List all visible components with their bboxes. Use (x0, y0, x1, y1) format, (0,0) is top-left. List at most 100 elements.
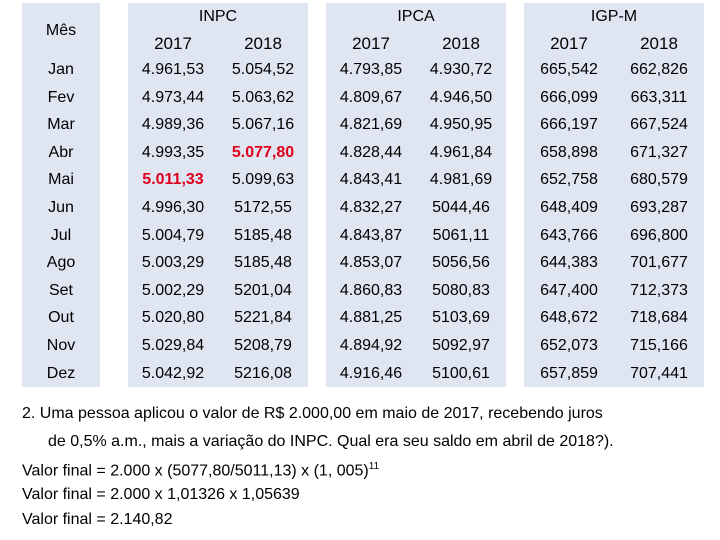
inpc-year-2018: 2018 (244, 34, 282, 53)
table-cell: 652,758 (540, 171, 598, 189)
table-cell: 4.843,87 (339, 226, 403, 244)
table-cell: 666,099 (540, 88, 598, 106)
table-cell: 4.821,69 (339, 116, 403, 134)
table-cell: 4.916,46 (339, 364, 403, 382)
table-cell: 5100,61 (432, 364, 490, 382)
month-cell: Jun (48, 199, 74, 216)
table-cell: 665,542 (540, 61, 598, 78)
table-cell: 657,859 (540, 364, 598, 382)
table-cell: 4.930,72 (429, 61, 493, 78)
problem-statement-line-2: de 0,5% a.m., mais a variação do INPC. Q… (48, 433, 614, 450)
month-cell: Out (48, 309, 74, 327)
table-cell: 652,073 (540, 337, 598, 354)
table-cell: 644,383 (540, 254, 598, 272)
ipca-year-2017: 2017 (352, 34, 390, 53)
calculation-line-1: Valor final = 2.000 x (5077,80/5011,13) … (22, 461, 379, 480)
problem-statement-line-1: 2. Uma pessoa aplicou o valor de R$ 2.00… (22, 405, 603, 422)
table-cell: 5216,08 (234, 364, 292, 382)
table-cell: 715,166 (630, 337, 688, 354)
table-cell: 671,327 (630, 143, 688, 161)
table-cell: 648,672 (540, 309, 598, 327)
table-cell: 701,677 (630, 254, 688, 272)
table-cell: 4.946,50 (429, 88, 493, 106)
table-cell: 5103,69 (432, 309, 490, 327)
table-cell: 4.993,35 (141, 143, 205, 161)
table-cell: 5.002,29 (141, 281, 205, 299)
calculation-exponent: 11 (368, 461, 380, 472)
table-cell: 4.996,30 (141, 199, 205, 216)
igpm-column-bg (524, 3, 704, 387)
table-cell: 5.077,80 (231, 143, 295, 161)
table-cell: 5092,97 (432, 337, 490, 354)
table-cell: 5.099,63 (231, 171, 295, 189)
ipca-year-2018: 2018 (442, 34, 480, 53)
inpc-year-2017: 2017 (154, 34, 192, 53)
table-cell: 5061,11 (432, 226, 490, 244)
table-cell: 4.973,44 (141, 88, 205, 106)
table-cell: 5201,04 (234, 281, 292, 299)
month-cell: Abr (48, 143, 74, 161)
table-cell: 718,684 (630, 309, 688, 327)
month-cell: Jul (50, 226, 72, 244)
table-cell: 5.067,16 (231, 116, 295, 134)
table-cell: 696,800 (630, 226, 688, 244)
table-cell: 680,579 (630, 171, 688, 189)
ipca-column-bg (326, 3, 506, 387)
inpc-column-bg (128, 3, 308, 387)
table-cell: 663,311 (630, 88, 688, 106)
table-cell: 4.809,67 (339, 88, 403, 106)
table-cell: 5185,48 (234, 254, 292, 272)
table-cell: 5.054,52 (231, 61, 295, 78)
month-cell: Jan (48, 61, 74, 78)
table-cell: 5.003,29 (141, 254, 205, 272)
table-cell: 4.950,95 (429, 116, 493, 134)
month-column-bg (22, 3, 100, 387)
table-cell: 4.981,69 (429, 171, 493, 189)
calculation-line-1-text: Valor final = 2.000 x (5077,80/5011,13) … (22, 462, 369, 480)
month-header: Mês (45, 22, 77, 39)
calculation-line-2: Valor final = 2.000 x 1,01326 x 1,05639 (22, 486, 300, 503)
table-cell: 5056,56 (432, 254, 490, 272)
table-cell: 5.004,79 (141, 226, 205, 244)
table-cell: 4.961,84 (429, 143, 493, 161)
table-cell: 5.020,80 (141, 309, 205, 327)
table-cell: 707,441 (630, 364, 688, 382)
igpm-year-2017: 2017 (550, 34, 588, 53)
table-cell: 666,197 (540, 116, 598, 134)
table-cell: 5.063,62 (231, 88, 295, 106)
table-cell: 4.860,83 (339, 281, 403, 299)
igpm-year-2018: 2018 (640, 34, 678, 53)
table-cell: 4.853,07 (339, 254, 403, 272)
month-cell: Mar (47, 116, 75, 134)
table-cell: 5208,79 (234, 337, 292, 354)
month-cell: Set (48, 281, 73, 299)
table-cell: 5172,55 (234, 199, 292, 216)
table-cell: 4.793,85 (339, 61, 403, 78)
table-cell: 4.828,44 (339, 143, 403, 161)
month-cell: Ago (46, 254, 76, 272)
table-cell: 4.843,41 (339, 171, 403, 189)
table-cell: 4.894,92 (339, 337, 403, 354)
table-cell: 662,826 (630, 61, 688, 78)
igpm-header: IGP-M (590, 8, 638, 25)
month-cell: Nov (46, 337, 76, 354)
table-cell: 648,409 (540, 199, 598, 216)
table-cell: 647,400 (540, 281, 598, 299)
table-cell: 5.011,33 (142, 171, 204, 189)
table-cell: 712,373 (630, 281, 688, 299)
table-cell: 693,287 (630, 199, 688, 216)
table-cell: 5044,46 (432, 199, 490, 216)
month-cell: Fev (47, 88, 75, 106)
inpc-header: INPC (198, 8, 238, 25)
table-cell: 4.881,25 (339, 309, 403, 327)
month-cell: Mai (48, 171, 74, 189)
table-cell: 667,524 (630, 116, 688, 134)
ipca-header: IPCA (397, 8, 435, 25)
table-cell: 658,898 (540, 143, 598, 161)
table-cell: 4.832,27 (339, 199, 403, 216)
table-cell: 5185,48 (234, 226, 292, 244)
month-cell: Dez (46, 364, 76, 382)
table-cell: 4.961,53 (141, 61, 205, 78)
table-cell: 5.042,92 (141, 364, 205, 382)
calculation-result: Valor final = 2.140,82 (22, 511, 173, 528)
